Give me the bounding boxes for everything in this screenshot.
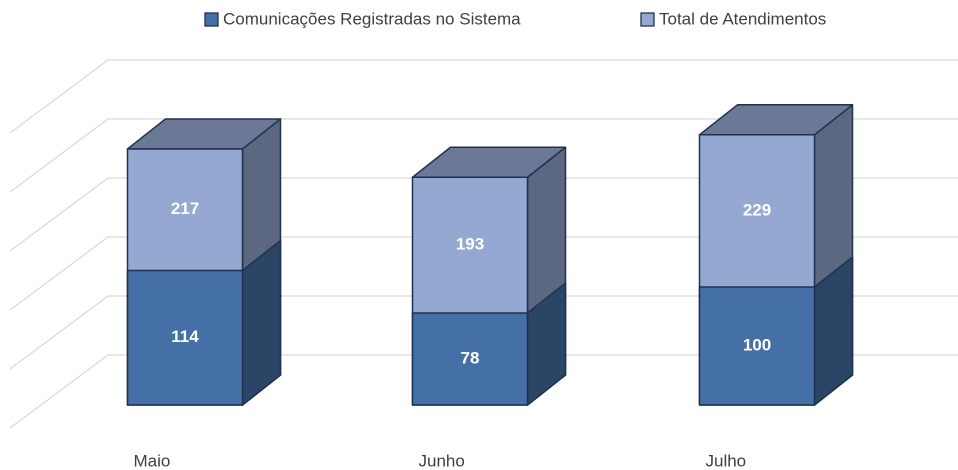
value-label: 193: [456, 235, 484, 254]
legend: Comunicações Registradas no Sistema Total…: [204, 9, 826, 28]
value-label: 100: [743, 335, 771, 354]
value-label: 229: [743, 200, 771, 219]
bar: [411, 282, 567, 406]
legend-swatch: [204, 12, 219, 27]
bar: [698, 256, 854, 406]
bar-front: [126, 269, 244, 406]
legend-swatch: [640, 12, 655, 27]
legend-label: Comunicações Registradas no Sistema: [223, 9, 521, 28]
bar-side: [241, 239, 282, 406]
grid-line: [9, 295, 958, 370]
legend-label: Total de Atendimentos: [659, 9, 826, 28]
grid-line: [9, 236, 958, 311]
grid-line: [9, 177, 958, 252]
grid-line: [9, 354, 958, 429]
value-label: 78: [461, 348, 480, 367]
x-tick-label: Maio: [134, 451, 171, 470]
bar: [126, 239, 282, 406]
value-label: 217: [171, 199, 199, 218]
x-tick-label: Junho: [419, 451, 465, 470]
bar-front: [411, 312, 529, 406]
bar-front: [698, 286, 816, 406]
grid-line: [9, 118, 958, 193]
x-tick-label: Julho: [706, 451, 747, 470]
value-label: 114: [171, 327, 199, 346]
grid-line: [9, 59, 958, 134]
